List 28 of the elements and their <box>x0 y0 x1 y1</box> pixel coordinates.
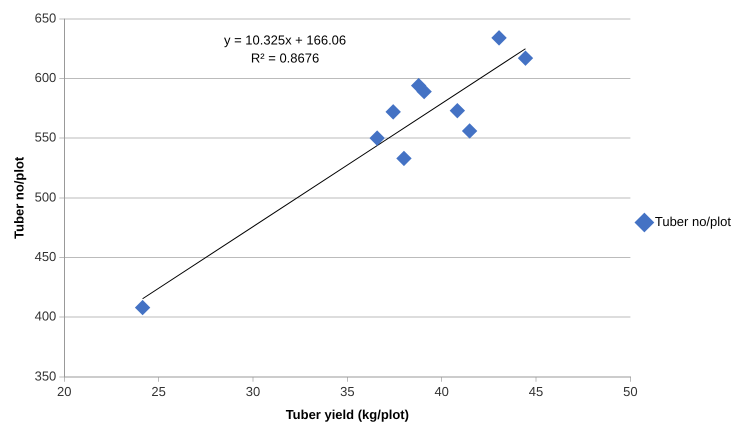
legend-label: Tuber no/plot <box>654 214 732 230</box>
point <box>370 130 385 146</box>
point <box>462 123 478 138</box>
x-tick-label: 50 <box>623 384 638 400</box>
y-tick-label: 450 <box>34 249 56 264</box>
point <box>396 150 412 166</box>
point <box>518 50 533 66</box>
x-tick-label: 20 <box>57 384 72 400</box>
x-tick-label: 25 <box>151 384 166 400</box>
x-tick-label: 35 <box>340 384 355 400</box>
x-axis-title: Tuber yield (kg/plot) <box>286 406 409 422</box>
y-tick-label: 550 <box>34 130 56 145</box>
point <box>450 103 465 118</box>
point <box>386 104 401 120</box>
y-tick-label: 500 <box>34 189 56 204</box>
y-tick-label: 400 <box>34 308 56 324</box>
y-tick-label: 350 <box>34 368 56 384</box>
x-tick-label: 40 <box>434 384 449 400</box>
point <box>416 84 432 100</box>
y-tick-label: 650 <box>34 10 56 26</box>
x-tick-label: 45 <box>528 384 544 400</box>
point <box>492 30 507 46</box>
y-tick-label: 600 <box>34 70 56 86</box>
point <box>135 300 150 316</box>
x-tick-label: 30 <box>246 384 260 400</box>
annotation: R² = 0.8676 <box>250 50 320 66</box>
y-axis-title: Tuber no/plot <box>11 156 26 239</box>
annotation: y = 10.325x + 166.06 <box>224 32 346 48</box>
